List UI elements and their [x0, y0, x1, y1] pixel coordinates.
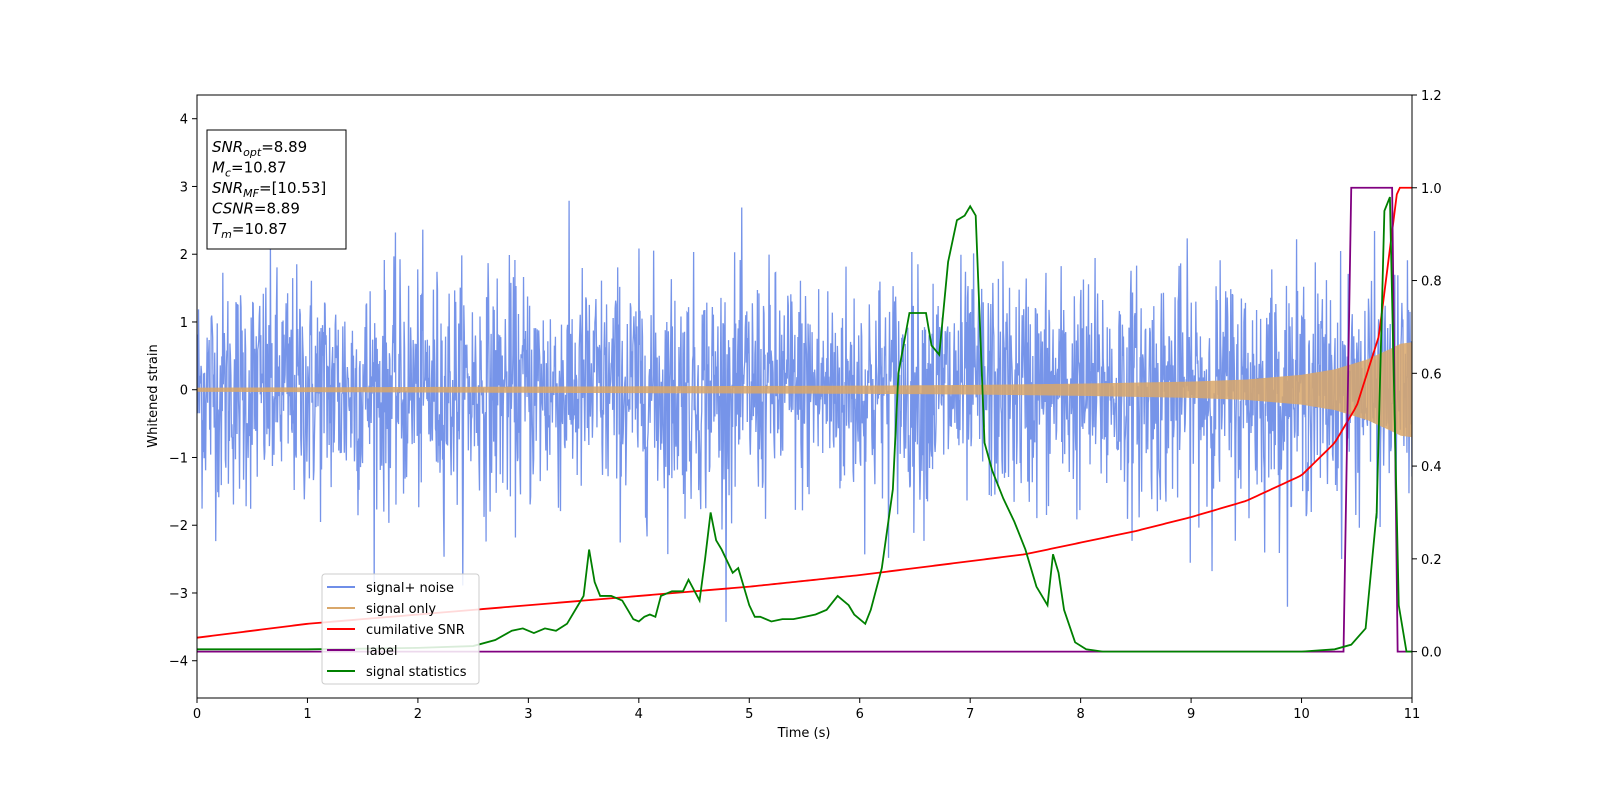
legend-entry-label: cumilative SNR [366, 623, 465, 638]
y-axis-left: 4 3 2 1 0 −1 −2 −3 −4 [169, 113, 197, 670]
x-tick-label: 5 [745, 707, 753, 722]
y2-tick-label: 0.4 [1421, 460, 1442, 475]
legend-entry-label: signal statistics [366, 665, 467, 680]
y-tick-label: −2 [169, 519, 188, 534]
series-line-signal-only [197, 342, 1412, 438]
y-tick-label: −1 [169, 451, 188, 466]
y2-tick-label: 0.0 [1421, 646, 1442, 661]
y2-tick-label: 1.0 [1421, 182, 1442, 197]
x-tick-label: 10 [1293, 707, 1310, 722]
x-tick-label: 0 [193, 707, 201, 722]
legend-frame [321, 573, 480, 685]
stats-line: CSNR=8.89 [212, 200, 300, 218]
y2-tick-label: 1.2 [1421, 89, 1442, 104]
x-tick-label: 7 [966, 707, 974, 722]
x-tick-label: 1 [303, 707, 311, 722]
series-line-signal-statistics [197, 196, 1412, 653]
y-tick-label: 4 [180, 113, 188, 128]
x-tick-label: 9 [1187, 707, 1195, 722]
stats-box-frame [206, 129, 347, 250]
stats-line: SNRMF=[10.53] [212, 179, 326, 200]
y-tick-label: 1 [180, 316, 188, 331]
y-tick-label: −4 [169, 655, 188, 670]
legend-entry-label: signal only [366, 602, 436, 617]
stats-line: Tm=10.87 [212, 220, 287, 241]
y-tick-label: 2 [180, 248, 188, 263]
y2-tick-label: 0.6 [1421, 367, 1442, 382]
series-line-signal-noise [197, 200, 1412, 622]
stats-line: SNRopt=8.89 [212, 138, 307, 159]
y-axis-label: Whitened strain [146, 344, 161, 447]
x-axis: 0 1 2 3 4 5 6 7 8 9 10 11 [193, 698, 1420, 722]
x-tick-label: 3 [524, 707, 532, 722]
y2-tick-label: 0.2 [1421, 553, 1442, 568]
plot-frame [196, 94, 1413, 699]
stats-box: SNRopt=8.89Mc=10.87SNRMF=[10.53]CSNR=8.8… [206, 129, 347, 250]
x-tick-label: 2 [414, 707, 422, 722]
y-axis-right: 1.2 1.0 0.8 0.6 0.4 0.2 0.0 [1412, 89, 1442, 661]
y2-tick-label: 0.8 [1421, 275, 1442, 290]
y-tick-label: 3 [180, 180, 188, 195]
legend-entry-label: label [366, 644, 397, 659]
legend: signal+ noise signal only cumilative SNR la… [321, 573, 480, 685]
stats-line: Mc=10.87 [212, 159, 287, 180]
y-tick-label: −3 [169, 587, 188, 602]
x-tick-label: 6 [856, 707, 864, 722]
x-tick-label: 11 [1404, 707, 1421, 722]
legend-entry-label: signal+ noise [366, 581, 454, 596]
x-axis-label: Time (s) [777, 726, 831, 741]
y-tick-label: 0 [180, 384, 188, 399]
x-tick-label: 4 [635, 707, 643, 722]
x-tick-label: 8 [1076, 707, 1084, 722]
